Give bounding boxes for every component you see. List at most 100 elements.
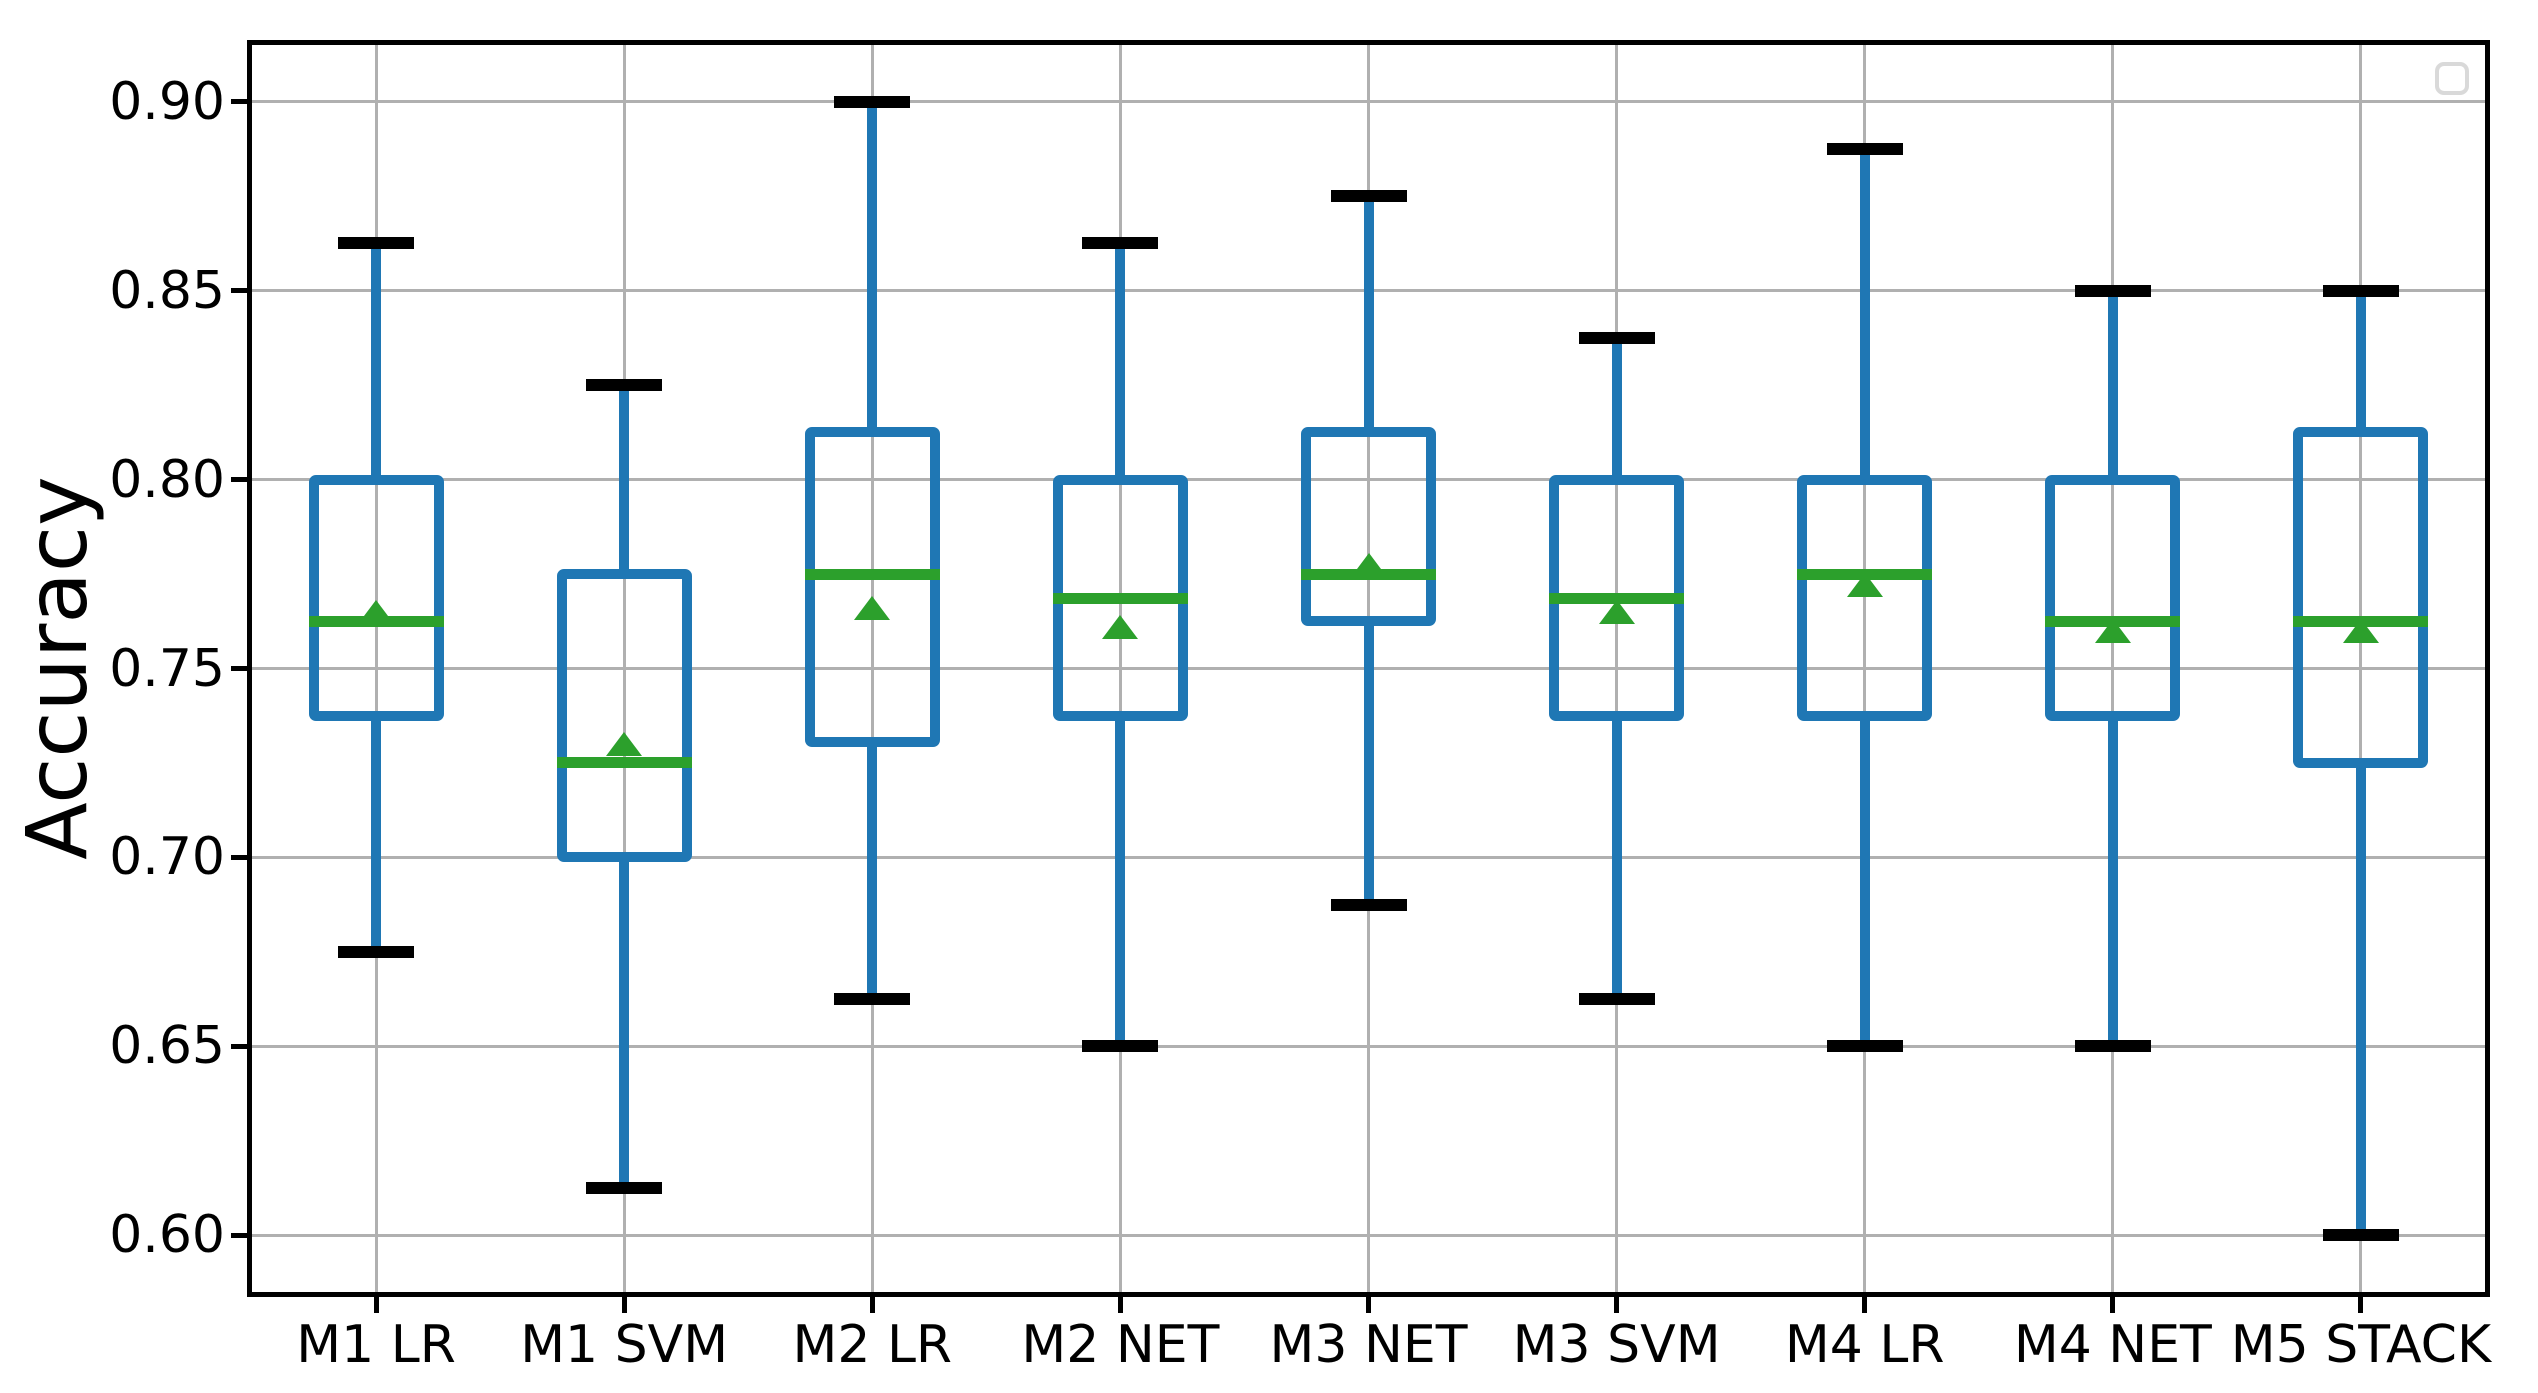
whisker-lower <box>2355 762 2366 1236</box>
whisker-cap-bottom <box>2074 1040 2151 1053</box>
whisker-lower <box>2107 715 2118 1047</box>
x-tick <box>1366 1297 1371 1313</box>
y-tick-label: 0.60 <box>109 1205 225 1266</box>
median-line <box>1549 593 1685 605</box>
whisker-cap-bottom <box>1826 1040 1903 1053</box>
y-tick <box>231 1043 247 1049</box>
box-body <box>1797 474 1933 721</box>
boxplot-group-m3-net <box>252 45 2485 1292</box>
box-body <box>308 474 444 721</box>
x-tick <box>2358 1297 2364 1313</box>
box-body <box>804 427 940 748</box>
boxplot-group-m3-svm <box>252 45 2485 1292</box>
whisker-cap-top <box>2322 284 2399 297</box>
whisker-cap-top <box>338 237 415 250</box>
box-body <box>2293 427 2429 768</box>
mean-marker <box>1598 599 1635 624</box>
box-body <box>2045 474 2181 721</box>
boxplot-group-m4-lr <box>252 45 2485 1292</box>
whisker-upper <box>1859 148 1870 480</box>
y-tick-label: 0.80 <box>109 449 225 510</box>
mean-marker <box>1350 552 1387 577</box>
x-tick <box>1614 1297 1620 1313</box>
y-tick <box>231 1232 247 1238</box>
x-tick-label: M2 LR <box>792 1315 953 1375</box>
mean-marker <box>2342 618 2379 643</box>
legend-box <box>2435 62 2469 95</box>
whisker-upper <box>867 101 878 433</box>
whisker-cap-bottom <box>1578 993 1655 1006</box>
whisker-cap-bottom <box>2322 1229 2399 1242</box>
whisker-upper <box>2107 290 2118 480</box>
x-tick <box>621 1297 627 1313</box>
whisker-lower <box>371 715 382 952</box>
whisker-cap-top <box>2074 284 2151 297</box>
x-tick <box>869 1297 875 1313</box>
x-tick-label: M4 LR <box>1784 1315 1945 1375</box>
whisker-lower <box>1611 715 1622 1000</box>
whisker-upper <box>1363 196 1374 433</box>
whisker-cap-bottom <box>1082 1040 1159 1053</box>
x-gridline <box>1118 45 1122 1292</box>
x-tick-label: M4 NET <box>2013 1315 2212 1375</box>
whisker-upper <box>1115 243 1126 480</box>
whisker-cap-top <box>1082 237 1159 250</box>
x-tick <box>1862 1297 1868 1313</box>
median-line <box>1052 593 1188 605</box>
x-tick-label: M5 STACK <box>2230 1315 2492 1375</box>
boxplot-group-m5-stack <box>252 45 2485 1292</box>
whisker-upper <box>619 385 630 575</box>
whisker-upper <box>1611 337 1622 480</box>
whisker-lower <box>1115 715 1126 1047</box>
y-tick <box>231 288 247 294</box>
mean-marker <box>358 599 395 624</box>
median-line <box>556 757 692 769</box>
y-tick <box>231 477 247 483</box>
mean-marker <box>1102 614 1139 639</box>
whisker-lower <box>1859 715 1870 1047</box>
whisker-cap-top <box>586 379 663 392</box>
whisker-cap-top <box>1330 190 1407 203</box>
whisker-cap-top <box>834 95 911 108</box>
y-tick-label: 0.65 <box>109 1016 225 1077</box>
boxplot-group-m4-net <box>252 45 2485 1292</box>
whisker-lower <box>619 857 630 1189</box>
x-gridline <box>1615 45 1619 1292</box>
y-tick-label: 0.70 <box>109 827 225 888</box>
plot-area <box>247 40 2490 1297</box>
whisker-cap-top <box>1578 331 1655 344</box>
y-tick-label: 0.75 <box>109 638 225 699</box>
x-tick-label: M3 SVM <box>1512 1315 1721 1375</box>
y-tick <box>231 666 247 671</box>
y-tick-label: 0.85 <box>109 260 225 321</box>
x-gridline <box>374 45 378 1292</box>
y-tick <box>231 854 247 860</box>
x-tick <box>1117 1297 1123 1313</box>
box-body <box>1301 427 1436 627</box>
x-tick <box>373 1297 379 1313</box>
x-gridline <box>2359 45 2363 1292</box>
whisker-cap-bottom <box>338 945 415 958</box>
x-tick <box>2110 1297 2116 1313</box>
boxplot-group-m2-net <box>252 45 2485 1292</box>
whisker-upper <box>371 243 382 480</box>
mean-marker <box>606 732 643 757</box>
x-gridline <box>622 45 626 1292</box>
boxplot-group-m1-lr <box>252 45 2485 1292</box>
x-gridline <box>2111 45 2115 1292</box>
mean-marker <box>1846 573 1883 598</box>
whisker-cap-bottom <box>586 1182 663 1195</box>
whisker-lower <box>867 742 878 1000</box>
boxplot-group-m2-lr <box>252 45 2485 1292</box>
mean-marker <box>2094 618 2131 643</box>
x-tick-label: M2 NET <box>1021 1315 1220 1375</box>
mean-marker <box>854 596 891 621</box>
boxplot-group-m1-svm <box>252 45 2485 1292</box>
y-tick-label: 0.90 <box>109 71 225 132</box>
whisker-cap-bottom <box>1330 898 1407 911</box>
whisker-lower <box>1363 621 1374 905</box>
x-tick-label: M1 LR <box>296 1315 456 1375</box>
box-body <box>556 569 692 863</box>
